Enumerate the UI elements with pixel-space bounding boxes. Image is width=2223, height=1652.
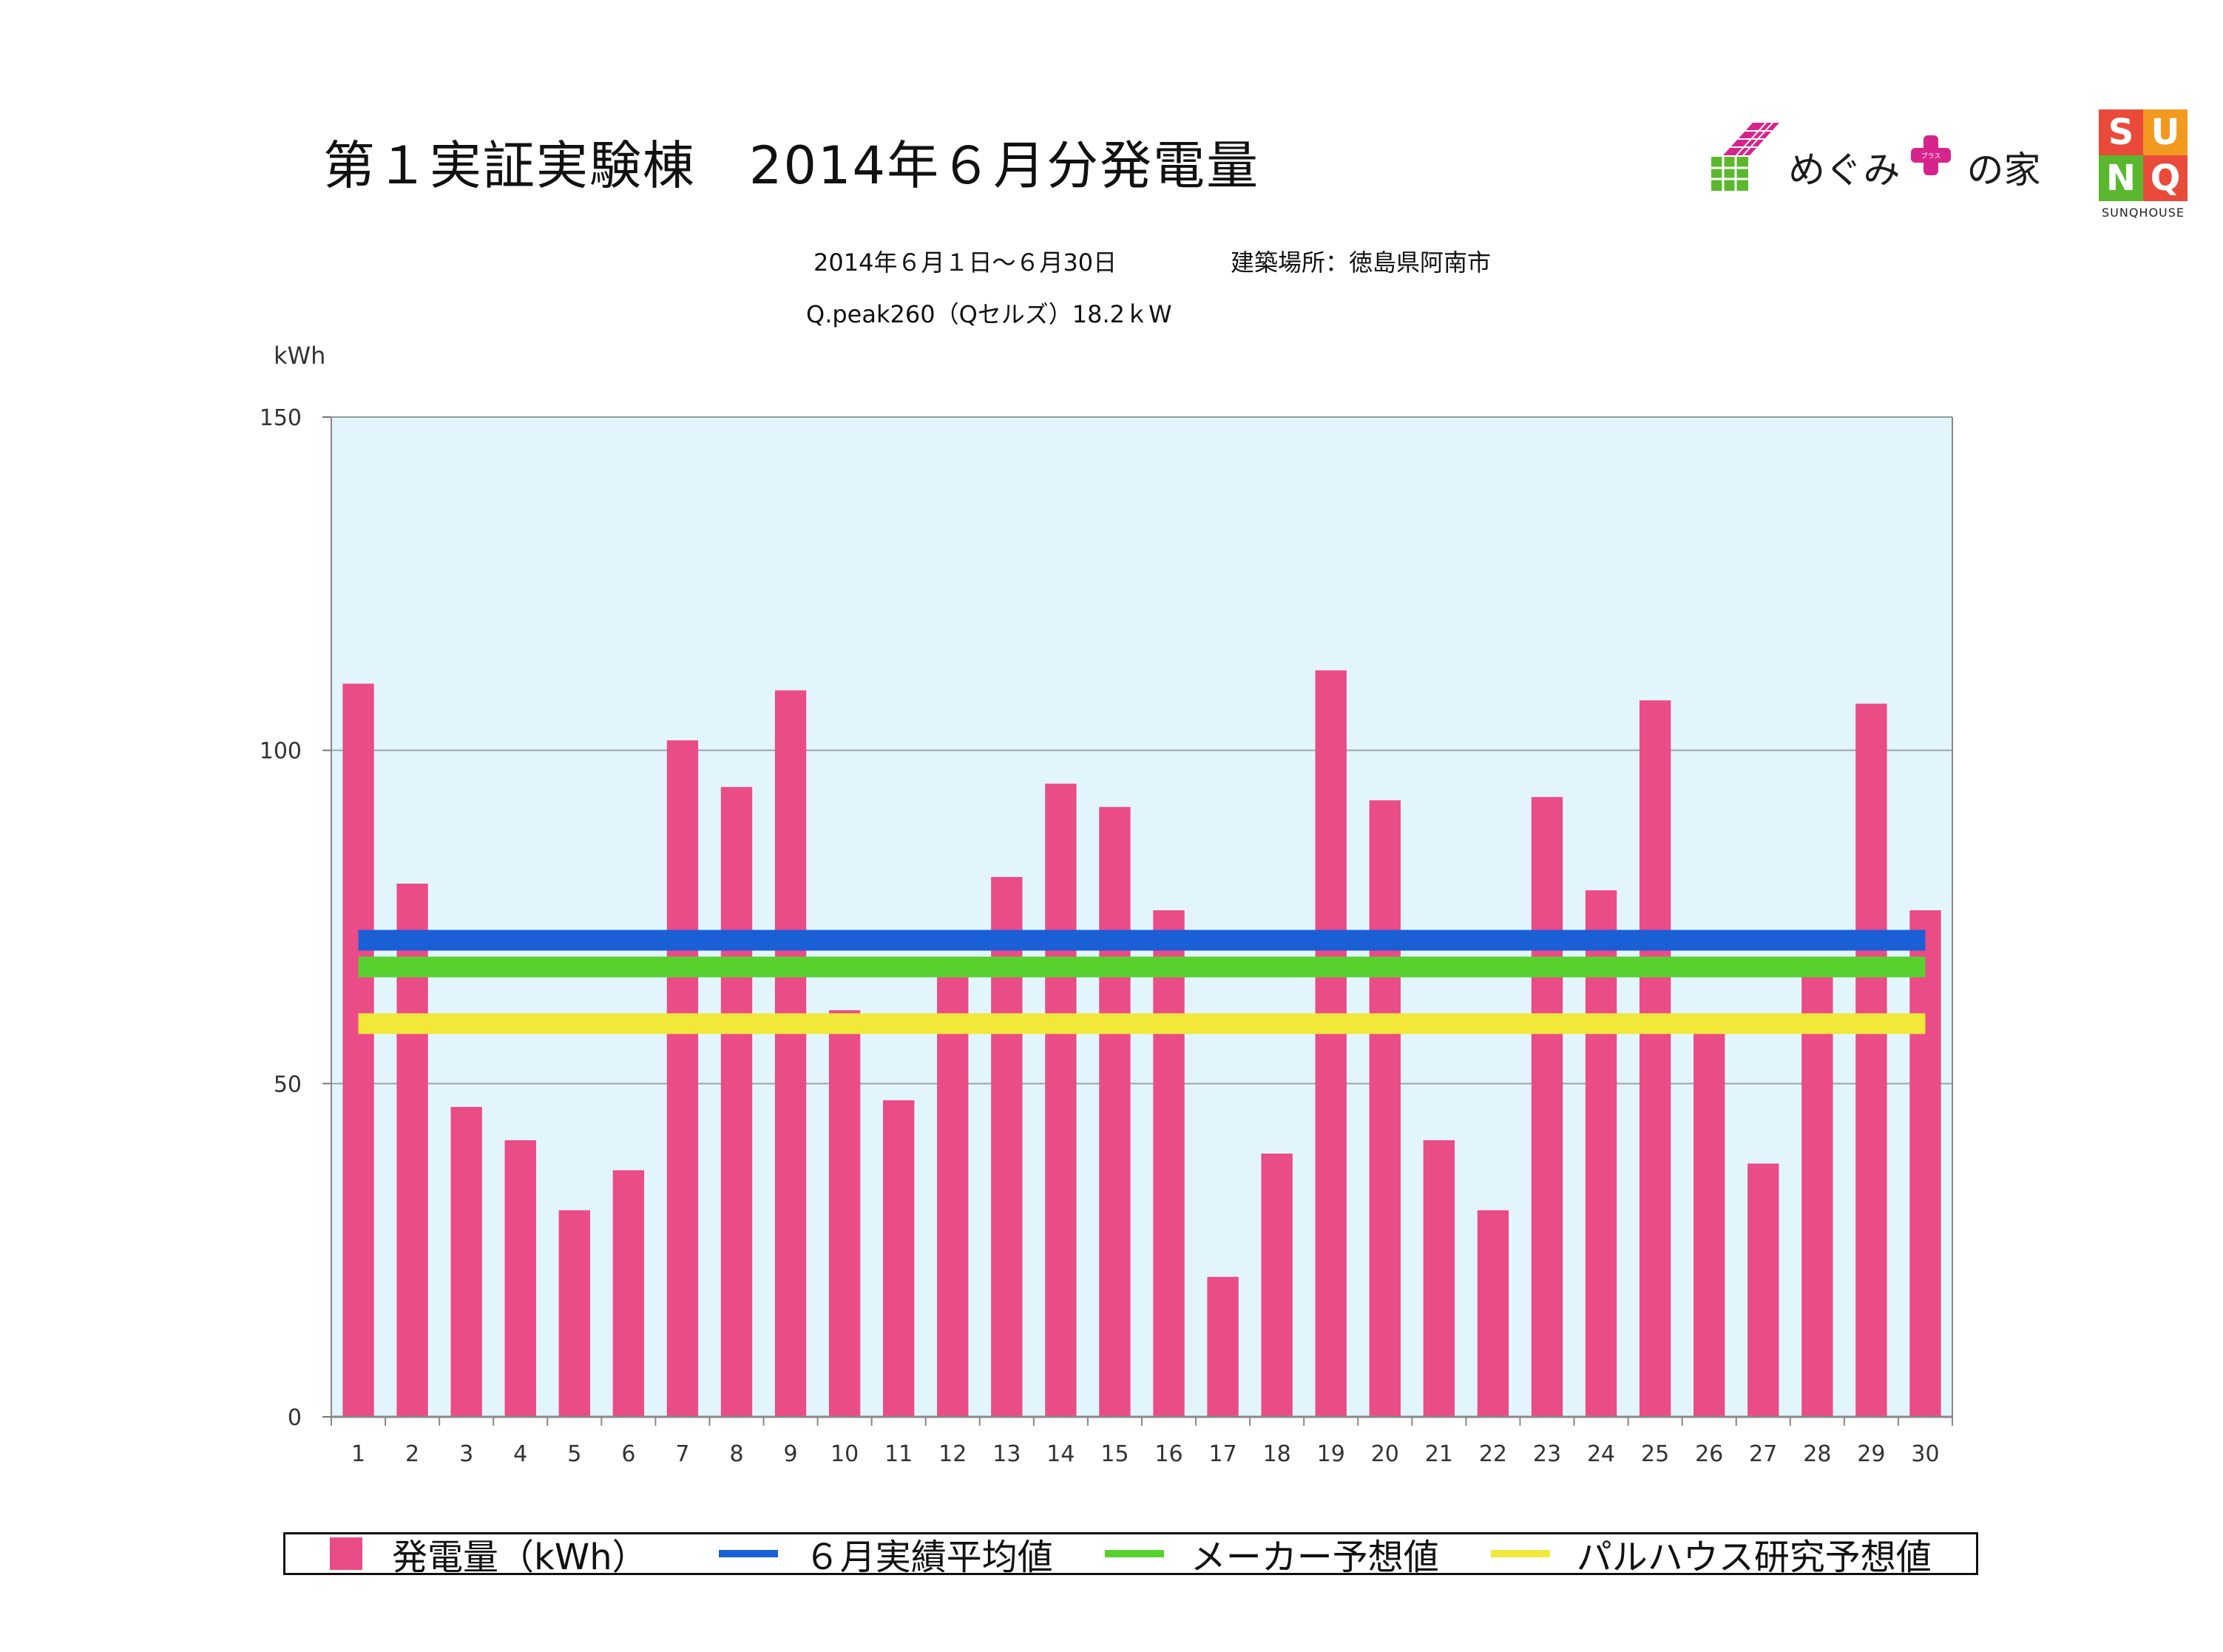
bar [828, 1010, 861, 1417]
bar [666, 740, 699, 1417]
legend-swatch-generation [330, 1537, 362, 1570]
x-tick-label: 27 [1749, 1441, 1777, 1467]
x-tick-label: 24 [1587, 1441, 1615, 1467]
bar [937, 970, 969, 1417]
bar [1369, 800, 1401, 1417]
y-tick-label: 50 [274, 1072, 302, 1097]
x-tick-label: 8 [729, 1441, 743, 1467]
legend-swatch-palhouse-forecast [1490, 1550, 1550, 1557]
bar [1423, 1140, 1455, 1417]
bar [1045, 783, 1077, 1417]
bar [1909, 910, 1941, 1417]
panel-spec-text: Q.peak260（Qセルズ）18.2ｋW [806, 300, 1172, 328]
x-tick-label: 26 [1695, 1441, 1723, 1467]
x-tick-label: 9 [784, 1441, 798, 1467]
x-tick-label: 19 [1317, 1441, 1345, 1467]
bar [1801, 970, 1833, 1417]
x-tick-label: 21 [1425, 1441, 1453, 1467]
bar [1747, 1163, 1779, 1417]
x-tick-label: 30 [1911, 1441, 1939, 1467]
x-tick-label: 18 [1263, 1441, 1291, 1467]
legend-item-palhouse-forecast: パルハウス研究予想値 [1490, 1528, 1932, 1580]
x-tick-label: 11 [884, 1441, 913, 1467]
sunq-letter-q: Q [2143, 155, 2188, 201]
y-tick-label: 100 [260, 739, 302, 765]
x-tick-label: 14 [1046, 1441, 1075, 1467]
y-axis-unit-label: kWh [274, 342, 326, 370]
megumi-logo-text: めぐみ [1788, 149, 1901, 192]
legend-swatch-actual-average [718, 1550, 778, 1557]
x-tick-label: 1 [351, 1441, 365, 1467]
x-tick-label: 15 [1100, 1441, 1129, 1467]
legend-label-generation: 発電量（kWh） [392, 1537, 648, 1578]
x-tick-label: 29 [1857, 1441, 1885, 1467]
location-text: 建築場所：徳島県阿南市 [1231, 248, 1492, 277]
x-tick-label: 4 [513, 1441, 527, 1467]
bar [1639, 700, 1671, 1417]
bar [504, 1140, 536, 1417]
legend-label-palhouse-forecast: パルハウス研究予想値 [1576, 1537, 1932, 1578]
chart-title: 第１実証実験棟 2014年６月分発電量 [322, 135, 1260, 196]
sunq-footer-text: SUNQHOUSE [2101, 206, 2185, 220]
bar [1315, 670, 1347, 1417]
bar [1694, 1030, 1725, 1417]
x-tick-label: 2 [405, 1441, 419, 1467]
bar [774, 690, 807, 1417]
solar-roof-icon [1711, 122, 1779, 191]
x-tick-label: 23 [1533, 1441, 1561, 1467]
bar [1855, 703, 1887, 1417]
x-tick-label: 12 [938, 1441, 967, 1467]
bar [720, 787, 753, 1417]
bar [1477, 1210, 1509, 1417]
sunq-letter-s: S [2099, 109, 2143, 155]
x-tick-label: 25 [1641, 1441, 1669, 1467]
x-tick-label: 6 [621, 1441, 635, 1467]
megumi-logo: めぐみ プラス の家 [1708, 118, 2041, 192]
bar [558, 1210, 590, 1417]
x-tick-label: 28 [1803, 1441, 1831, 1467]
bar [1261, 1153, 1293, 1417]
x-tick-label: 22 [1479, 1441, 1507, 1467]
sunq-house-logo: S U N Q SUNQHOUSE [2099, 109, 2188, 220]
megumi-logo-text-house: の家 [1966, 149, 2041, 192]
bar [883, 1100, 915, 1417]
plus-label: プラス [1921, 152, 1941, 160]
x-tick-label: 7 [675, 1441, 689, 1467]
x-tick-label: 16 [1154, 1441, 1182, 1467]
period-text: 2014年６月１日〜６月30日 [813, 248, 1117, 277]
bar [1099, 807, 1131, 1417]
chart-legend: 発電量（kWh） ６月実績平均値 メーカー予想値 パルハウス研究予想値 [283, 1532, 1978, 1578]
plot-area [331, 417, 1952, 1417]
sunq-letter-n: N [2099, 155, 2143, 201]
legend-label-actual-average: ６月実績平均値 [804, 1537, 1053, 1578]
x-tick-label: 10 [830, 1441, 859, 1467]
bar [342, 683, 374, 1417]
x-tick-label: 17 [1209, 1441, 1237, 1467]
x-tick-label: 13 [992, 1441, 1021, 1467]
y-tick-label: 0 [288, 1405, 302, 1431]
x-tick-label: 5 [567, 1441, 581, 1467]
bar [1531, 796, 1563, 1417]
legend-label-maker-forecast: メーカー予想値 [1190, 1537, 1439, 1578]
legend-swatch-maker-forecast [1104, 1550, 1164, 1557]
bar [1585, 890, 1617, 1417]
bar [1153, 910, 1185, 1417]
bar [1207, 1276, 1239, 1417]
legend-item-generation: 発電量（kWh） [330, 1528, 648, 1580]
x-tick-label: 3 [459, 1441, 473, 1467]
bar [450, 1106, 482, 1417]
x-tick-label: 20 [1371, 1441, 1399, 1467]
sunq-letter-u: U [2143, 109, 2188, 155]
bar [612, 1170, 645, 1417]
plus-icon: プラス [1910, 135, 1951, 175]
legend-item-actual-average: ６月実績平均値 [718, 1528, 1053, 1580]
legend-item-maker-forecast: メーカー予想値 [1104, 1528, 1439, 1580]
y-tick-label: 150 [260, 405, 302, 431]
